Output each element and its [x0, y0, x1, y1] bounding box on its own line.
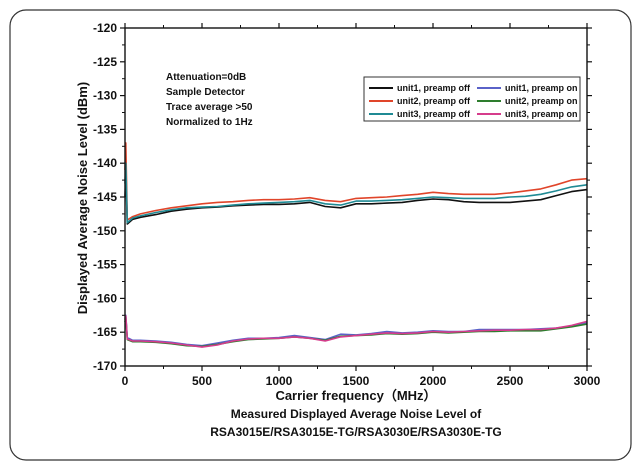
legend: unit1, preamp off unit1, preamp on unit2, …	[363, 76, 581, 122]
axes: -120 -125 -130 -135 -140 -145 -150 -155 -160 -165…	[93, 21, 601, 388]
legend-label: unit1, preamp off	[397, 83, 471, 93]
x-tick-label: 3000	[574, 374, 601, 388]
y-axis-title: Displayed Average Noise Level (dBm)	[75, 82, 90, 314]
legend-label: unit3, preamp off	[397, 109, 471, 119]
x-tick-label: 0	[122, 374, 129, 388]
annotation-line-1: Attenuation=0dB	[166, 72, 246, 83]
y-tick-label: -125	[93, 55, 117, 69]
caption-line-2: RSA3015E/RSA3015E-TG/RSA3030E/RSA3030E-T…	[210, 425, 501, 439]
x-tick-label: 2500	[497, 374, 524, 388]
legend-label: unit1, preamp on	[505, 83, 578, 93]
plot-area	[124, 142, 588, 348]
y-tick-label: -150	[93, 224, 117, 238]
caption-line-1: Measured Displayed Average Noise Level o…	[231, 407, 483, 421]
legend-box	[363, 76, 581, 122]
series-line-5	[124, 162, 588, 224]
y-tick-label: -135	[93, 122, 117, 136]
y-tick-label: -160	[93, 291, 117, 305]
x-tick-label: 500	[192, 374, 212, 388]
annotation-line-4: Normalized to 1Hz	[166, 117, 253, 128]
x-tick-label: 1500	[343, 374, 370, 388]
y-tick-label: -170	[93, 359, 117, 373]
y-tick-label: -120	[93, 21, 117, 35]
y-tick-label: -155	[93, 258, 117, 272]
annotation-line-3: Trace average >50	[166, 102, 253, 113]
x-tick-label: 1000	[266, 374, 293, 388]
legend-label: unit2, preamp on	[505, 96, 578, 106]
y-tick-label: -130	[93, 89, 117, 103]
figure-border	[9, 9, 632, 461]
series-line-1	[124, 172, 588, 225]
series-line-6	[124, 315, 588, 348]
series-line-3	[124, 142, 588, 221]
annotation-line-2: Sample Detector	[166, 87, 245, 98]
y-tick-label: -165	[93, 325, 117, 339]
legend-label: unit2, preamp off	[397, 96, 471, 106]
y-tick-label: -145	[93, 190, 117, 204]
x-tick-label: 2000	[420, 374, 447, 388]
legend-label: unit3, preamp on	[505, 109, 578, 119]
y-tick-label: -140	[93, 156, 117, 170]
x-axis-title: Carrier frequency（MHz）	[275, 388, 436, 403]
